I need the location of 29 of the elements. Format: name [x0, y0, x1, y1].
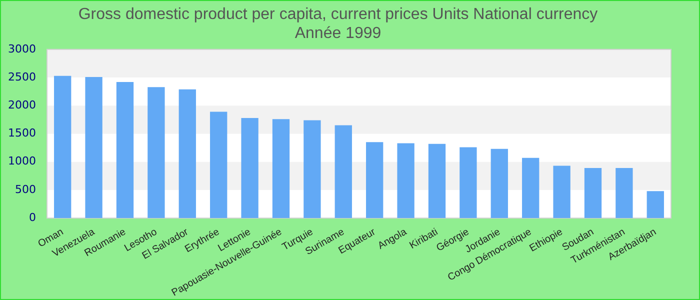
bar: [553, 166, 570, 218]
bar: [272, 119, 290, 218]
bar: [116, 82, 134, 218]
y-tick-label: 2500: [8, 70, 36, 84]
bar: [241, 118, 258, 218]
chart-subtitle: Année 1999: [294, 25, 382, 42]
y-tick-label: 3000: [8, 42, 36, 56]
bar: [178, 89, 196, 218]
y-tick-label: 500: [14, 182, 36, 196]
y-tick-label: 1000: [8, 154, 36, 168]
bar: [54, 76, 72, 218]
bar: [646, 191, 664, 218]
bar: [460, 147, 477, 218]
y-tick-label: 1500: [8, 126, 36, 140]
bar: [397, 143, 414, 218]
chart-title: Gross domestic product per capita, current prices Units National currency: [78, 6, 598, 24]
bar: [522, 158, 540, 218]
bar: [148, 87, 165, 218]
y-tick-label: 0: [28, 210, 36, 224]
bar: [584, 168, 602, 218]
bar: [366, 142, 384, 218]
bar: [334, 125, 352, 218]
bar: [616, 168, 633, 218]
bar: [85, 76, 102, 218]
bar: [428, 144, 446, 218]
bar: [304, 120, 321, 218]
bar: [210, 112, 228, 218]
y-tick-label: 2000: [8, 98, 36, 112]
bar: [490, 148, 508, 218]
